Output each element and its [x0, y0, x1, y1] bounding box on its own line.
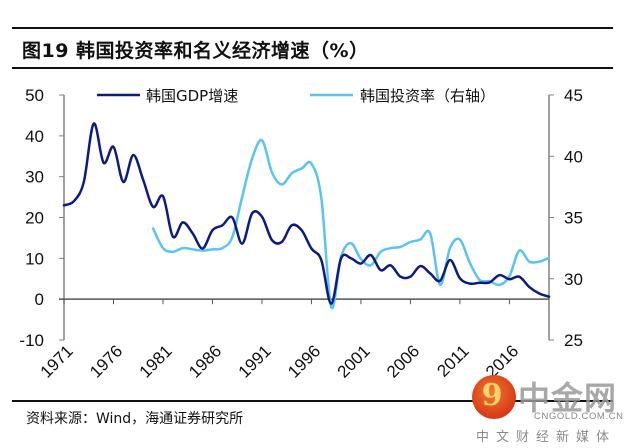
legend-label-gdp: 韩国GDP增速	[146, 87, 238, 105]
watermark-domain: CNGOLD.COM.CN	[534, 411, 624, 422]
series-line-gdp-group	[62, 122, 551, 305]
y-tick-label-left: -10	[19, 331, 44, 350]
x-tick-label: 2001	[334, 341, 374, 381]
legend-label-investment: 韩国投资率（右轴）	[360, 87, 495, 105]
x-tick-label: 1996	[284, 341, 324, 381]
y-tick-label-left: 20	[25, 209, 44, 228]
x-tick-label: 2011	[433, 341, 472, 380]
y-tick-label-right: 35	[564, 209, 583, 228]
x-tick-label: 1976	[86, 341, 126, 381]
x-tick-label: 1991	[235, 341, 275, 381]
y-tick-label-right: 25	[564, 331, 583, 350]
y-tick-label-left: 40	[25, 127, 44, 146]
watermark-tagline: 中文财经新媒体	[476, 430, 617, 445]
y-tick-label-right: 30	[564, 270, 583, 289]
series-line-investment	[151, 138, 551, 310]
x-tick-label: 2006	[383, 341, 423, 381]
source-note: 资料来源：Wind，海通证券研究所	[26, 411, 244, 427]
y-tick-label-left: 50	[25, 86, 44, 105]
title-top-rule	[12, 27, 613, 29]
y-tick-label-right: 40	[564, 147, 583, 166]
x-tick-label: 1981	[136, 341, 176, 381]
series-line-gdp	[62, 122, 551, 305]
title-bottom-rule	[12, 67, 613, 69]
watermark-circle-icon	[472, 375, 516, 419]
y-tick-label-right: 45	[564, 86, 583, 105]
series-line-investment-group	[151, 138, 551, 310]
legend: 韩国GDP增速 韩国投资率（右轴）	[97, 87, 495, 105]
y-tick-label-left: 10	[25, 249, 44, 268]
y-tick-label-left: 0	[35, 290, 44, 309]
y-tick-label-left: 30	[25, 168, 44, 187]
figure-title: 图19 韩国投资率和名义经济增速（%）	[22, 40, 369, 62]
x-tick-label: 1986	[185, 341, 225, 381]
source-rule	[12, 400, 613, 402]
watermark-glyph: 9	[481, 378, 503, 413]
series-layer	[62, 122, 551, 310]
watermark-logo: 9 中金网 CNGOLD.COM.CN 中文财经新媒体	[470, 375, 623, 445]
watermark-name: 中金网	[518, 379, 618, 417]
